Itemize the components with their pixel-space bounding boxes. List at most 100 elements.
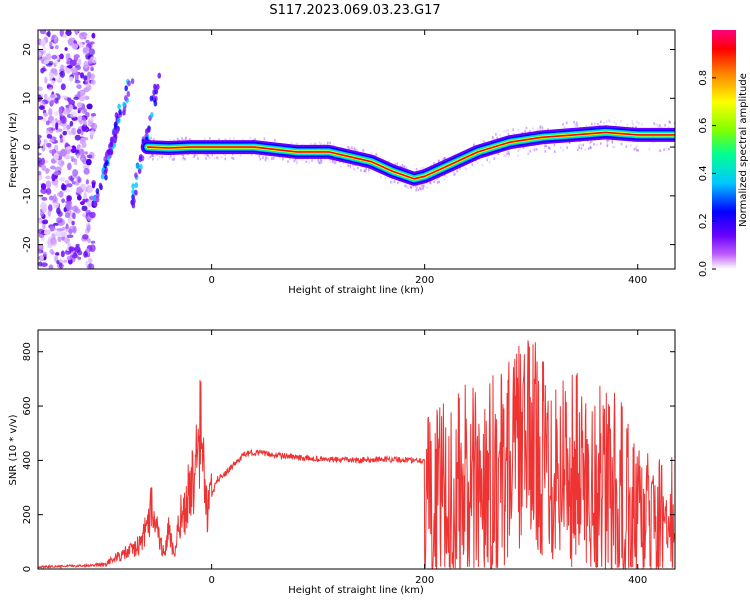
glow-dot	[263, 137, 266, 141]
glow-dot	[229, 137, 231, 140]
glow-dot	[512, 128, 514, 131]
noise-dot	[48, 87, 54, 91]
noise-dot	[73, 96, 80, 101]
glow-dot	[673, 122, 675, 125]
glow-dot	[421, 187, 423, 190]
glow-dot	[173, 138, 175, 142]
noise-dot	[50, 236, 57, 245]
streak-dot	[106, 148, 111, 155]
noise-dot	[54, 97, 59, 104]
noise-dot	[67, 216, 73, 224]
glow-dot	[497, 152, 500, 155]
noise-dot	[77, 250, 83, 256]
glow-dot	[288, 156, 291, 160]
noise-dot	[69, 120, 74, 127]
noise-dot	[90, 122, 98, 130]
streak-dot	[92, 195, 97, 202]
streak-dot	[117, 117, 121, 124]
x-tick-label: 400	[628, 275, 647, 286]
glow-dot	[405, 165, 408, 169]
noise-dot	[76, 153, 80, 159]
streak-dot	[130, 78, 135, 85]
noise-dot	[49, 165, 56, 170]
glow-dot	[668, 147, 670, 151]
x-tick-label: 0	[208, 275, 214, 286]
noise-dot	[89, 65, 94, 70]
glow-dot	[576, 124, 578, 127]
glow-dot	[574, 122, 576, 126]
noise-dot	[70, 145, 77, 154]
noise-dot	[86, 103, 93, 110]
glow-dot	[169, 138, 171, 142]
y-tick-label: 10	[22, 92, 33, 105]
noise-dot	[42, 223, 46, 230]
glow-dot	[633, 148, 635, 151]
noise-dot	[62, 130, 68, 136]
noise-dot	[58, 106, 63, 115]
noise-dot	[45, 167, 50, 174]
snr-panel: 0 200 400 0 200 400 600 800 Height of straight…	[8, 329, 676, 596]
noise-dot	[41, 205, 48, 213]
spectrogram-y-ticks: -20 -10 0 10 20	[22, 43, 675, 253]
noise-dot	[76, 84, 82, 89]
noise-dot	[83, 75, 88, 81]
glow-dot	[208, 137, 211, 140]
glow-dot	[663, 148, 665, 151]
glow-dot	[423, 184, 425, 188]
glow-dot	[637, 149, 639, 152]
noise-dot	[89, 211, 96, 219]
glow-dot	[363, 169, 366, 173]
glow-dot	[205, 157, 207, 160]
streak-dot	[113, 121, 118, 128]
noise-dot	[62, 33, 68, 39]
glow-dot	[600, 120, 602, 123]
noise-dot	[63, 259, 68, 263]
glow-dot	[422, 187, 424, 190]
streak-dot	[134, 189, 138, 196]
noise-dot	[50, 94, 56, 98]
noise-dot	[82, 213, 86, 218]
colorbar-ticks: 0.0 0.2 0.4 0.6 0.8	[698, 70, 716, 277]
glow-dot	[176, 137, 179, 141]
glow-dot	[401, 164, 404, 167]
streak-dot	[122, 101, 126, 108]
glow-dot	[151, 154, 153, 157]
noise-dot	[63, 154, 71, 160]
glow-dot	[295, 142, 298, 146]
noise-dot	[54, 70, 58, 77]
noise-dot	[43, 112, 48, 117]
glow-dot	[410, 186, 413, 189]
glow-dot	[354, 168, 356, 171]
noise-dot	[87, 263, 95, 269]
noise-dot	[76, 128, 82, 135]
glow-dot	[203, 137, 206, 141]
glow-dot	[262, 156, 264, 159]
glow-dot	[242, 138, 245, 141]
noise-dot	[91, 180, 97, 186]
glow-dot	[473, 143, 475, 147]
noise-dot	[40, 187, 48, 195]
glow-dot	[393, 180, 396, 183]
glow-dot	[578, 143, 580, 147]
noise-dot	[68, 246, 75, 252]
glow-dot	[182, 153, 185, 157]
spectrogram-frame	[37, 29, 676, 270]
streak-dot	[100, 173, 105, 180]
noise-dot	[69, 59, 77, 67]
glow-dot	[507, 132, 510, 136]
noise-dot	[74, 79, 81, 84]
glow-dot	[524, 130, 526, 133]
noise-dot	[72, 127, 77, 136]
glow-dot	[349, 166, 352, 169]
noise-dot	[60, 95, 67, 99]
glow-dot	[658, 149, 661, 152]
glow-dot	[148, 157, 150, 160]
noise-dot	[67, 39, 74, 46]
noise-dot	[85, 80, 91, 88]
glow-dot	[329, 141, 331, 145]
glow-dot	[562, 148, 564, 152]
noise-dot	[55, 230, 61, 237]
glow-dot	[632, 123, 634, 126]
y-tick-label: 0	[22, 566, 33, 572]
glow-dot	[152, 154, 154, 157]
